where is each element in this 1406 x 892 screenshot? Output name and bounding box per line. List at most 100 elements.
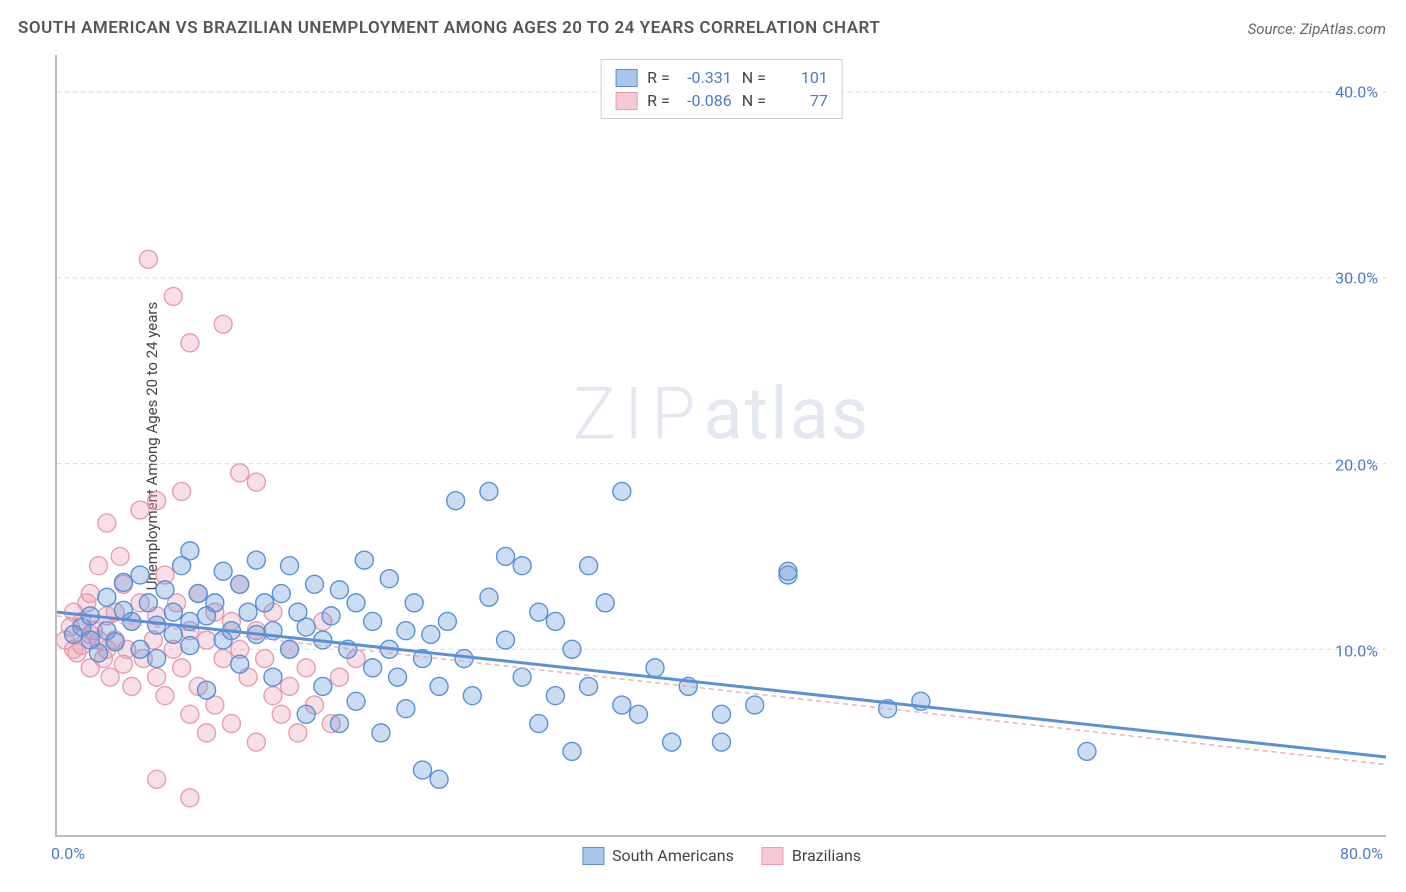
n-value-south-american: 101 (776, 68, 828, 87)
scatter-point (513, 557, 531, 575)
correlation-legend: R = -0.331 N = 101 R = -0.086 N = 77 (600, 59, 843, 119)
series-legend: South Americans Brazilians (582, 846, 861, 865)
scatter-point (181, 334, 199, 352)
scatter-point (181, 789, 199, 807)
scatter-point (430, 677, 448, 695)
scatter-point (1078, 742, 1096, 760)
scatter-point (289, 724, 307, 742)
scatter-point (314, 677, 332, 695)
scatter-point (779, 562, 797, 580)
scatter-point (596, 594, 614, 612)
scatter-point (256, 594, 274, 612)
scatter-point (480, 482, 498, 500)
scatter-point (347, 594, 365, 612)
scatter-point (106, 633, 124, 651)
scatter-point (580, 557, 598, 575)
scatter-point (513, 668, 531, 686)
scatter-point (156, 687, 174, 705)
scatter-point (364, 659, 382, 677)
scatter-point (281, 677, 299, 695)
scatter-point (546, 612, 564, 630)
scatter-point (123, 677, 141, 695)
y-tick-label: 40.0% (1335, 83, 1378, 102)
scatter-point (90, 557, 108, 575)
scatter-point (173, 482, 191, 500)
scatter-point (713, 705, 731, 723)
scatter-point (131, 566, 149, 584)
scatter-point (646, 659, 664, 677)
x-tick-label: 0.0% (51, 844, 85, 863)
scatter-point (264, 668, 282, 686)
scatter-point (613, 482, 631, 500)
scatter-point (306, 575, 324, 593)
scatter-point (563, 640, 581, 658)
legend-item-south-american: South Americans (582, 846, 734, 865)
scatter-point (322, 607, 340, 625)
scatter-point (530, 603, 548, 621)
y-tick-label: 20.0% (1335, 455, 1378, 474)
scatter-point (281, 640, 299, 658)
n-value-brazilian: 77 (776, 91, 828, 110)
scatter-point (90, 644, 108, 662)
scatter-point (563, 742, 581, 760)
plot-area: ZIPatlas R = -0.331 N = 101 R = -0.086 N… (55, 55, 1386, 837)
legend-row: R = -0.331 N = 101 (615, 66, 828, 89)
scatter-point (247, 551, 265, 569)
r-value-south-american: -0.331 (680, 68, 732, 87)
scatter-point (164, 603, 182, 621)
scatter-point (139, 250, 157, 268)
scatter-point (181, 705, 199, 723)
scatter-point (663, 733, 681, 751)
scatter-point (397, 700, 415, 718)
scatter-point (713, 733, 731, 751)
chart-container: SOUTH AMERICAN VS BRAZILIAN UNEMPLOYMENT… (0, 0, 1406, 892)
scatter-point (480, 588, 498, 606)
scatter-point (580, 677, 598, 695)
scatter-point (380, 570, 398, 588)
scatter-point (281, 557, 299, 575)
n-label: N = (742, 91, 766, 110)
scatter-point (98, 588, 116, 606)
r-value-brazilian: -0.086 (680, 91, 732, 110)
scatter-point (372, 724, 390, 742)
plot-svg (57, 55, 1386, 835)
scatter-point (297, 705, 315, 723)
y-tick-label: 30.0% (1335, 269, 1378, 288)
scatter-point (231, 575, 249, 593)
scatter-point (148, 492, 166, 510)
source-attribution: Source: ZipAtlas.com (1248, 20, 1386, 38)
x-tick-label: 80.0% (1340, 844, 1383, 863)
scatter-point (189, 585, 207, 603)
swatch-south-american (582, 847, 604, 865)
scatter-point (546, 687, 564, 705)
scatter-point (181, 637, 199, 655)
legend-label: South Americans (612, 846, 734, 865)
swatch-brazilian (615, 92, 637, 110)
scatter-point (139, 594, 157, 612)
scatter-point (629, 705, 647, 723)
scatter-point (530, 715, 548, 733)
scatter-point (405, 594, 423, 612)
scatter-point (98, 514, 116, 532)
swatch-south-american (615, 69, 637, 87)
scatter-point (330, 715, 348, 733)
scatter-point (214, 650, 232, 668)
scatter-point (330, 668, 348, 686)
scatter-point (231, 655, 249, 673)
scatter-point (497, 547, 515, 565)
scatter-point (447, 492, 465, 510)
swatch-brazilian (762, 847, 784, 865)
scatter-point (247, 473, 265, 491)
scatter-point (101, 668, 119, 686)
scatter-point (613, 696, 631, 714)
scatter-point (355, 551, 373, 569)
scatter-point (181, 542, 199, 560)
scatter-point (297, 618, 315, 636)
scatter-point (114, 573, 132, 591)
scatter-point (347, 692, 365, 710)
scatter-point (247, 733, 265, 751)
scatter-point (206, 594, 224, 612)
scatter-point (438, 612, 456, 630)
n-label: N = (742, 68, 766, 87)
scatter-point (111, 547, 129, 565)
